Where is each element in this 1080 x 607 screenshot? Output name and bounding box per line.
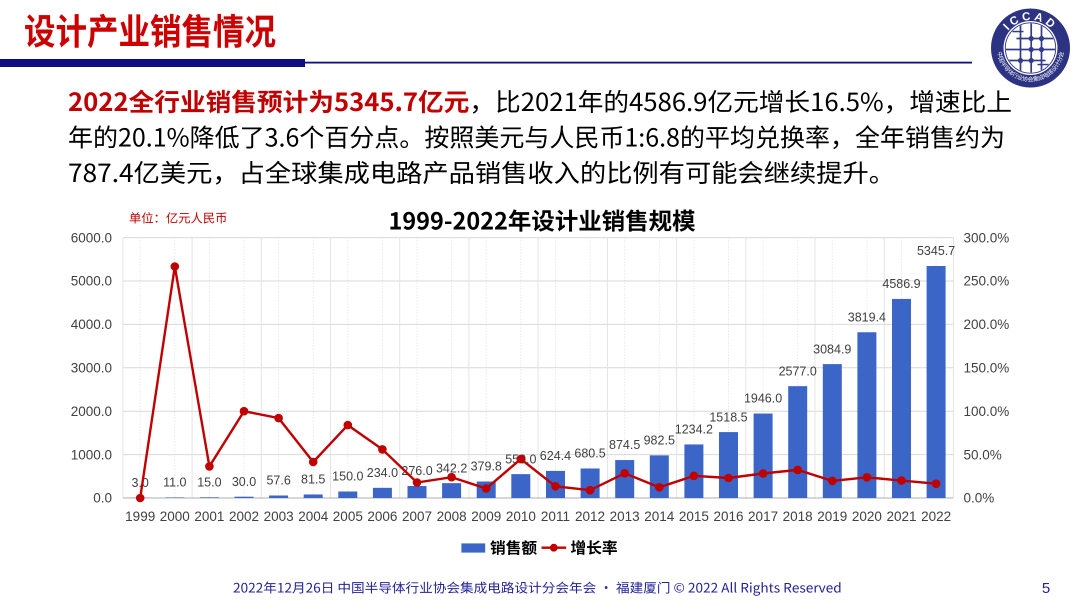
svg-text:4000.0: 4000.0: [71, 317, 112, 332]
svg-text:100.0%: 100.0%: [964, 404, 1010, 419]
svg-text:4586.9: 4586.9: [882, 277, 920, 291]
svg-text:3000.0: 3000.0: [71, 361, 112, 376]
svg-text:150.0: 150.0: [332, 470, 363, 484]
svg-text:1999: 1999: [125, 509, 155, 524]
svg-text:5345.7: 5345.7: [917, 244, 955, 258]
svg-text:3819.4: 3819.4: [848, 310, 886, 324]
svg-text:2017: 2017: [748, 509, 778, 524]
svg-text:2020: 2020: [852, 509, 882, 524]
svg-text:30.0: 30.0: [232, 475, 256, 489]
svg-text:300.0%: 300.0%: [964, 230, 1010, 245]
svg-text:2000: 2000: [160, 509, 190, 524]
svg-text:0.0%: 0.0%: [964, 491, 995, 506]
svg-text:2002: 2002: [229, 509, 259, 524]
svg-text:982.5: 982.5: [644, 434, 675, 448]
svg-text:2021: 2021: [886, 509, 916, 524]
svg-text:342.2: 342.2: [436, 461, 467, 475]
svg-text:200.0%: 200.0%: [964, 317, 1010, 332]
svg-text:1234.2: 1234.2: [675, 423, 713, 437]
svg-text:1946.0: 1946.0: [744, 392, 782, 406]
svg-text:5000.0: 5000.0: [71, 274, 112, 289]
svg-text:81.5: 81.5: [301, 473, 325, 487]
svg-text:2013: 2013: [610, 509, 640, 524]
svg-text:3084.9: 3084.9: [813, 342, 851, 356]
svg-text:2016: 2016: [713, 509, 743, 524]
svg-text:680.5: 680.5: [574, 447, 605, 461]
svg-text:0.0: 0.0: [93, 491, 112, 506]
svg-text:2012: 2012: [575, 509, 605, 524]
svg-text:2000.0: 2000.0: [71, 404, 112, 419]
svg-text:2022: 2022: [921, 509, 951, 524]
svg-text:2004: 2004: [298, 509, 329, 524]
svg-text:624.4: 624.4: [540, 449, 571, 463]
svg-text:2011: 2011: [541, 509, 570, 524]
svg-text:5: 5: [1042, 580, 1050, 597]
svg-text:1000.0: 1000.0: [71, 447, 112, 462]
svg-text:11.0: 11.0: [163, 476, 186, 490]
svg-text:2010: 2010: [506, 509, 536, 524]
svg-text:2001: 2001: [194, 509, 224, 524]
svg-text:3.0: 3.0: [132, 476, 149, 490]
svg-text:57.6: 57.6: [266, 474, 290, 488]
svg-text:379.8: 379.8: [471, 460, 502, 474]
svg-text:2005: 2005: [333, 509, 363, 524]
svg-text:50.0%: 50.0%: [964, 447, 1002, 462]
svg-text:150.0%: 150.0%: [964, 361, 1010, 376]
svg-text:874.5: 874.5: [609, 438, 640, 452]
svg-text:2015: 2015: [679, 509, 709, 524]
svg-text:2009: 2009: [471, 509, 501, 524]
svg-text:15.0: 15.0: [197, 476, 221, 490]
svg-text:1518.5: 1518.5: [709, 410, 747, 424]
svg-text:6000.0: 6000.0: [71, 230, 112, 245]
svg-text:2006: 2006: [367, 509, 397, 524]
svg-text:2008: 2008: [437, 509, 467, 524]
svg-text:234.0: 234.0: [367, 466, 398, 480]
svg-text:2019: 2019: [817, 509, 847, 524]
svg-text:250.0%: 250.0%: [964, 274, 1010, 289]
svg-text:2007: 2007: [402, 509, 432, 524]
svg-text:2014: 2014: [644, 509, 675, 524]
svg-text:2018: 2018: [783, 509, 813, 524]
svg-text:2003: 2003: [264, 509, 294, 524]
svg-text:2577.0: 2577.0: [779, 364, 817, 378]
